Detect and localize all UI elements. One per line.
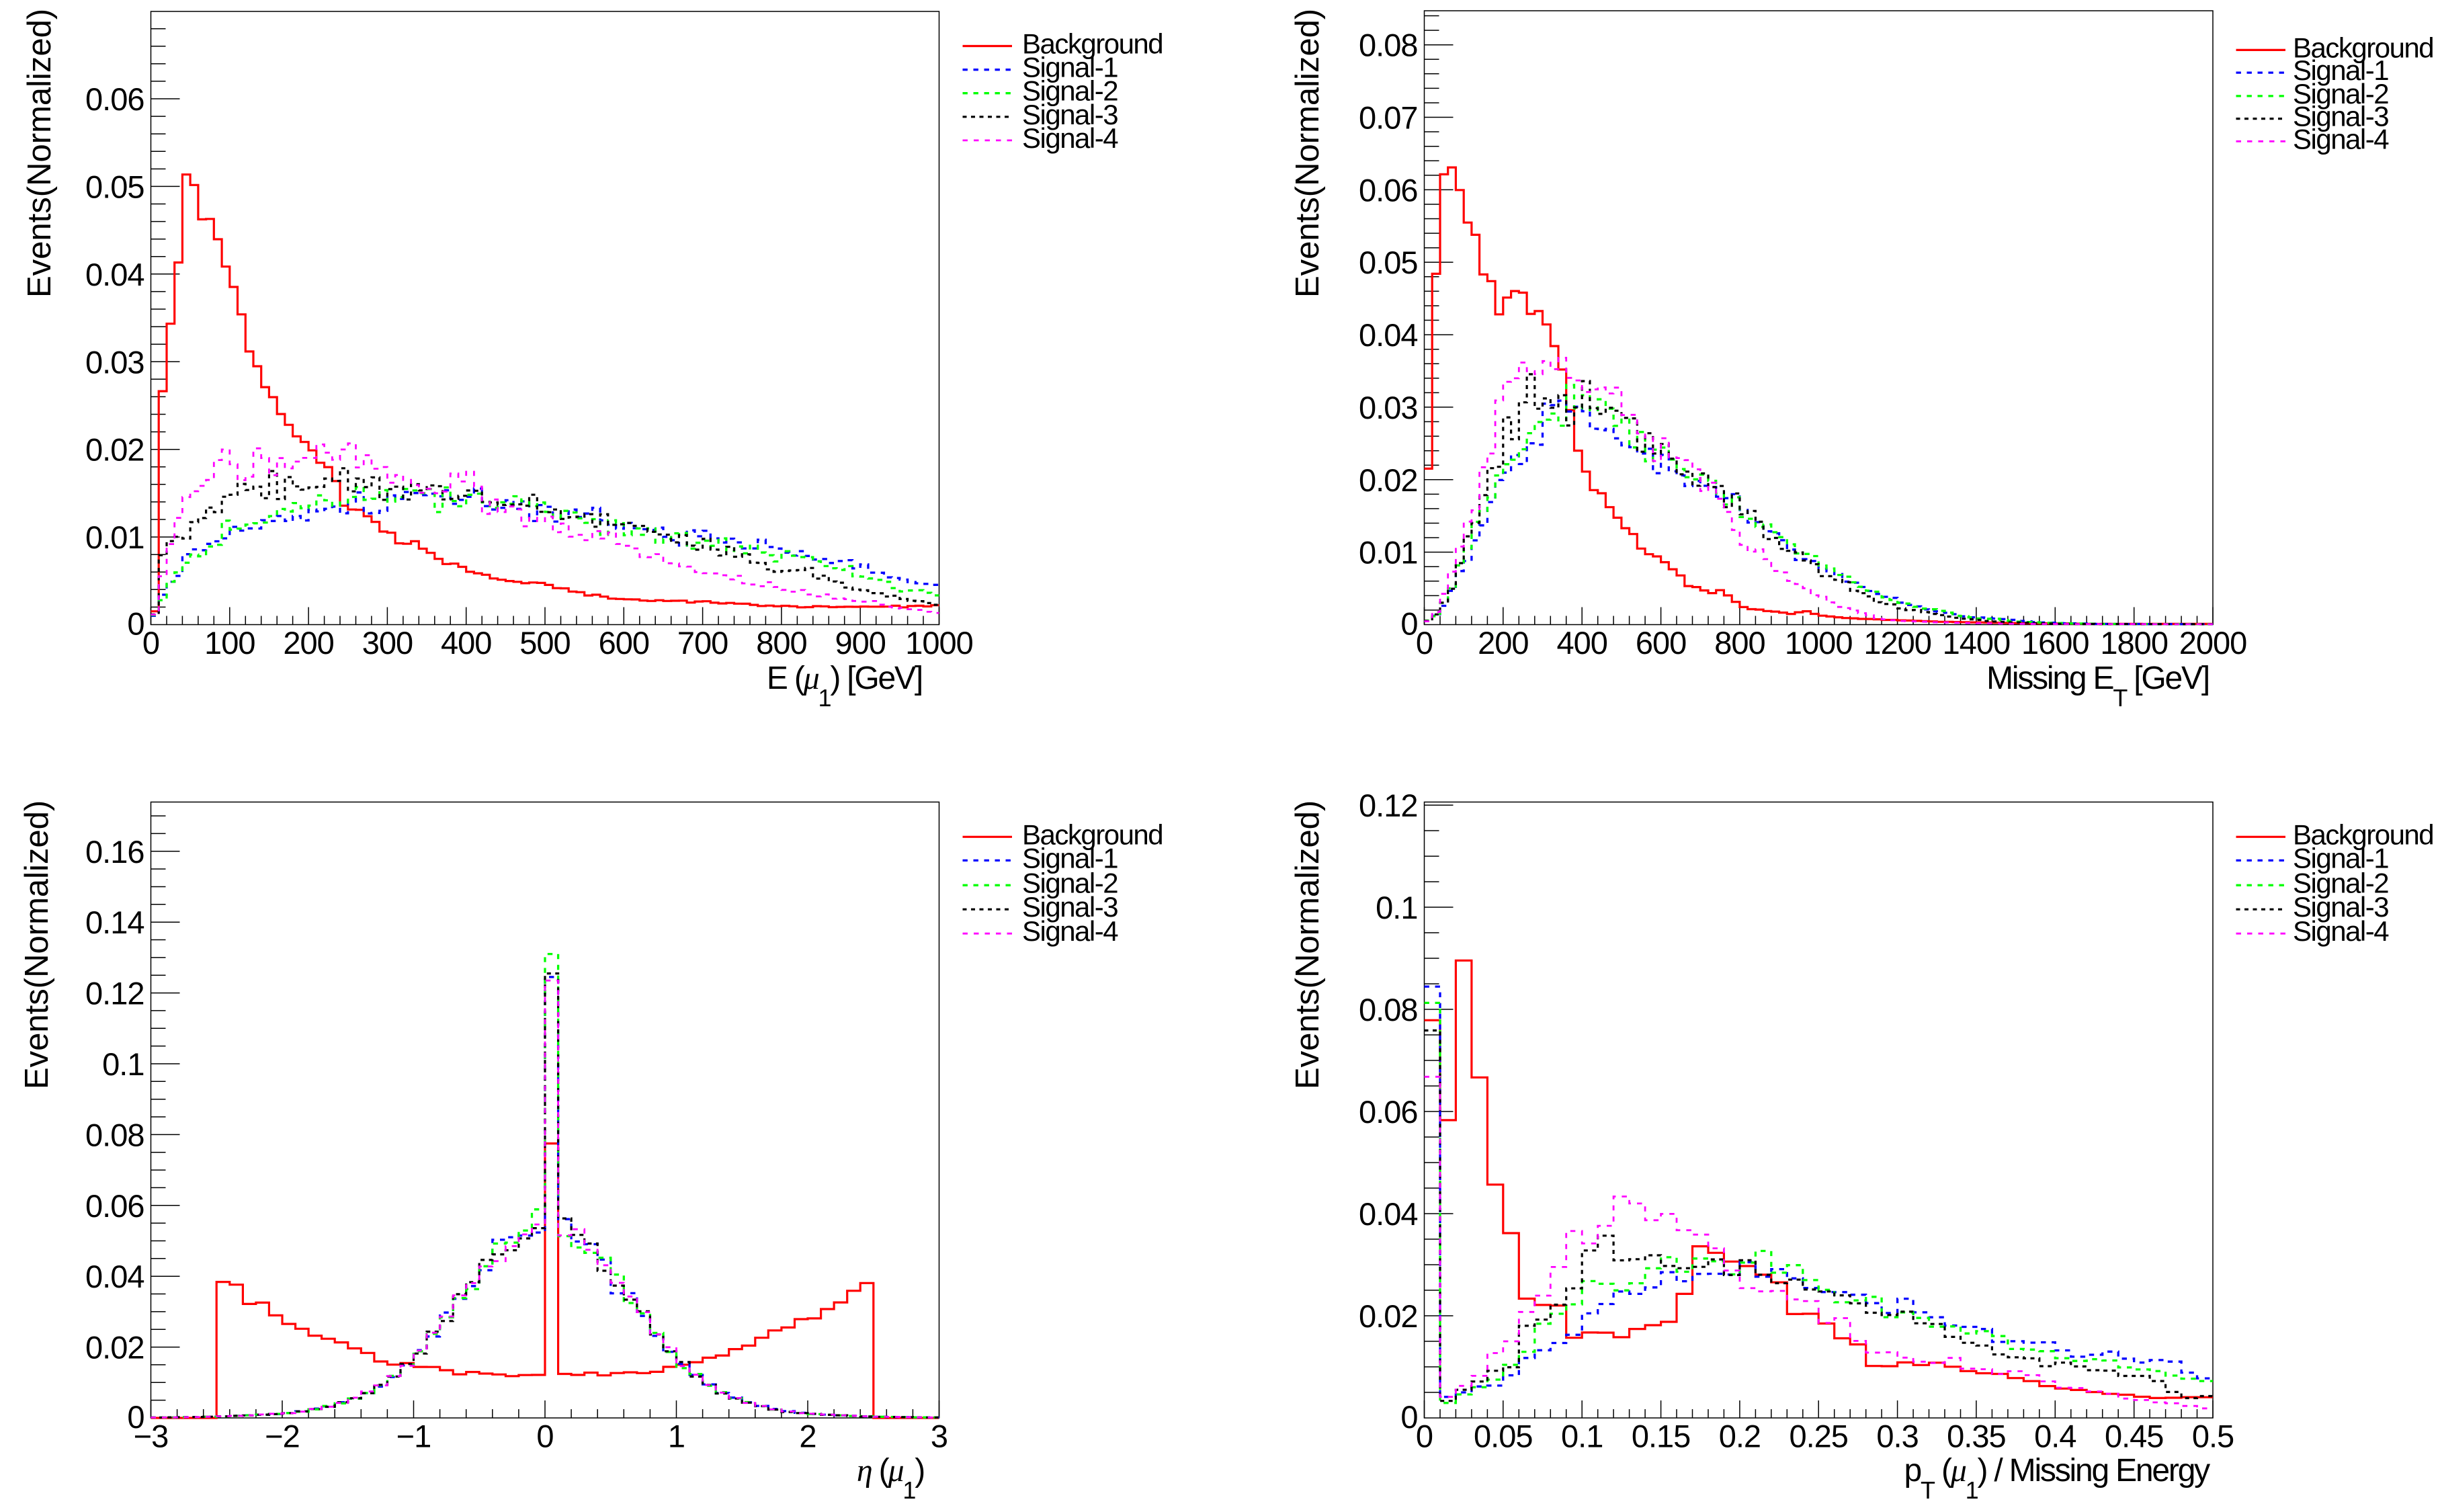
svg-text:0: 0 <box>1416 625 1433 661</box>
svg-text:Signal-2: Signal-2 <box>2293 78 2388 110</box>
svg-text:Signal-3: Signal-3 <box>1022 99 1118 130</box>
svg-text:Background: Background <box>1022 818 1163 850</box>
svg-text:0.04: 0.04 <box>85 257 144 292</box>
svg-text:Signal-2: Signal-2 <box>1022 867 1118 898</box>
svg-text:0.06: 0.06 <box>85 1188 144 1224</box>
svg-text:Events(Normalized): Events(Normalized) <box>1290 9 1326 298</box>
svg-text:0.05: 0.05 <box>85 169 144 204</box>
svg-text:100: 100 <box>204 625 255 661</box>
svg-text:Background: Background <box>2293 818 2433 850</box>
svg-text:Signal-4: Signal-4 <box>2293 123 2389 155</box>
svg-text:0.03: 0.03 <box>85 344 144 380</box>
svg-text:1400: 1400 <box>1943 625 2011 661</box>
svg-text:Signal-3: Signal-3 <box>2293 101 2388 132</box>
svg-text:0: 0 <box>1400 1399 1417 1435</box>
svg-text:0.1: 0.1 <box>1561 1419 1603 1454</box>
svg-text:Signal-2: Signal-2 <box>1022 75 1118 107</box>
svg-text:0.08: 0.08 <box>1359 992 1417 1027</box>
svg-text:1: 1 <box>668 1419 685 1454</box>
svg-text:0: 0 <box>142 625 159 661</box>
svg-text:0: 0 <box>536 1419 553 1454</box>
svg-text:600: 600 <box>1636 625 1686 661</box>
svg-text:0.08: 0.08 <box>1359 28 1417 63</box>
svg-text:0.02: 0.02 <box>1359 462 1417 498</box>
svg-text:2000: 2000 <box>2179 625 2247 661</box>
svg-text:0.05: 0.05 <box>1359 245 1417 280</box>
svg-text:0.1: 0.1 <box>102 1046 144 1082</box>
svg-text:900: 900 <box>835 625 885 661</box>
svg-text:0.45: 0.45 <box>2105 1419 2163 1454</box>
svg-text:2: 2 <box>799 1419 816 1454</box>
svg-text:400: 400 <box>1556 625 1607 661</box>
svg-text:0.25: 0.25 <box>1789 1419 1847 1454</box>
svg-text:0.02: 0.02 <box>85 432 144 468</box>
svg-text:0.15: 0.15 <box>1632 1419 1690 1454</box>
svg-text:200: 200 <box>1478 625 1528 661</box>
svg-text:Signal-2: Signal-2 <box>2293 867 2388 898</box>
svg-text:Events(Normalized): Events(Normalized) <box>1290 800 1326 1089</box>
svg-text:1000: 1000 <box>905 625 973 661</box>
svg-text:1000: 1000 <box>1785 625 1853 661</box>
svg-text:1600: 1600 <box>2021 625 2089 661</box>
svg-text:300: 300 <box>362 625 413 661</box>
svg-text:0.01: 0.01 <box>85 519 144 555</box>
svg-text:Signal-1: Signal-1 <box>1022 842 1118 874</box>
svg-text:1200: 1200 <box>1863 625 1931 661</box>
svg-text:0.4: 0.4 <box>2034 1419 2076 1454</box>
svg-text:0.2: 0.2 <box>1719 1419 1761 1454</box>
svg-text:Signal-4: Signal-4 <box>1022 915 1118 947</box>
svg-text:0.03: 0.03 <box>1359 390 1417 425</box>
svg-text:Signal-3: Signal-3 <box>2293 891 2388 923</box>
svg-text:Events(Normalized): Events(Normalized) <box>19 800 55 1089</box>
svg-text:0.07: 0.07 <box>1359 100 1417 136</box>
svg-text:0: 0 <box>1416 1419 1433 1454</box>
svg-text:0.05: 0.05 <box>1474 1419 1532 1454</box>
svg-text:0.14: 0.14 <box>85 905 144 940</box>
svg-text:Events(Normalized): Events(Normalized) <box>22 9 58 298</box>
svg-text:0: 0 <box>1400 606 1417 642</box>
svg-text:200: 200 <box>283 625 333 661</box>
svg-text:Signal-4: Signal-4 <box>1022 122 1118 154</box>
svg-text:0: 0 <box>127 1399 144 1435</box>
svg-text:0.04: 0.04 <box>85 1259 144 1294</box>
svg-text:700: 700 <box>677 625 728 661</box>
svg-text:800: 800 <box>1714 625 1765 661</box>
svg-text:600: 600 <box>599 625 649 661</box>
svg-text:0.04: 0.04 <box>1359 317 1417 353</box>
svg-text:0.16: 0.16 <box>85 834 144 870</box>
svg-text:0.3: 0.3 <box>1876 1419 1918 1454</box>
svg-text:0.06: 0.06 <box>1359 172 1417 208</box>
svg-text:0.06: 0.06 <box>1359 1094 1417 1130</box>
svg-text:0.01: 0.01 <box>1359 535 1417 571</box>
svg-text:Signal-4: Signal-4 <box>2293 915 2389 947</box>
svg-text:400: 400 <box>441 625 491 661</box>
svg-text:0.35: 0.35 <box>1947 1419 2005 1454</box>
svg-text:−2: −2 <box>265 1419 300 1454</box>
svg-text:Background: Background <box>2293 32 2433 63</box>
svg-text:3: 3 <box>931 1419 948 1454</box>
svg-text:0.04: 0.04 <box>1359 1196 1417 1232</box>
svg-text:0.02: 0.02 <box>1359 1298 1417 1334</box>
svg-text:500: 500 <box>519 625 570 661</box>
svg-text:0.02: 0.02 <box>85 1330 144 1366</box>
svg-text:0.06: 0.06 <box>85 81 144 117</box>
svg-text:0: 0 <box>127 606 144 642</box>
svg-text:−3: −3 <box>134 1419 169 1454</box>
svg-text:800: 800 <box>756 625 806 661</box>
svg-text:0.5: 0.5 <box>2192 1419 2234 1454</box>
svg-text:Signal-3: Signal-3 <box>1022 891 1118 923</box>
svg-text:−1: −1 <box>396 1419 431 1454</box>
svg-text:Signal-1: Signal-1 <box>2293 54 2388 86</box>
svg-text:Signal-1: Signal-1 <box>2293 842 2388 874</box>
svg-text:Signal-1: Signal-1 <box>1022 52 1118 83</box>
svg-text:1800: 1800 <box>2100 625 2168 661</box>
svg-text:0.1: 0.1 <box>1376 890 1417 925</box>
svg-text:0.08: 0.08 <box>85 1117 144 1152</box>
svg-text:0.12: 0.12 <box>85 976 144 1011</box>
svg-text:Background: Background <box>1022 28 1163 60</box>
svg-text:0.12: 0.12 <box>1359 788 1417 823</box>
